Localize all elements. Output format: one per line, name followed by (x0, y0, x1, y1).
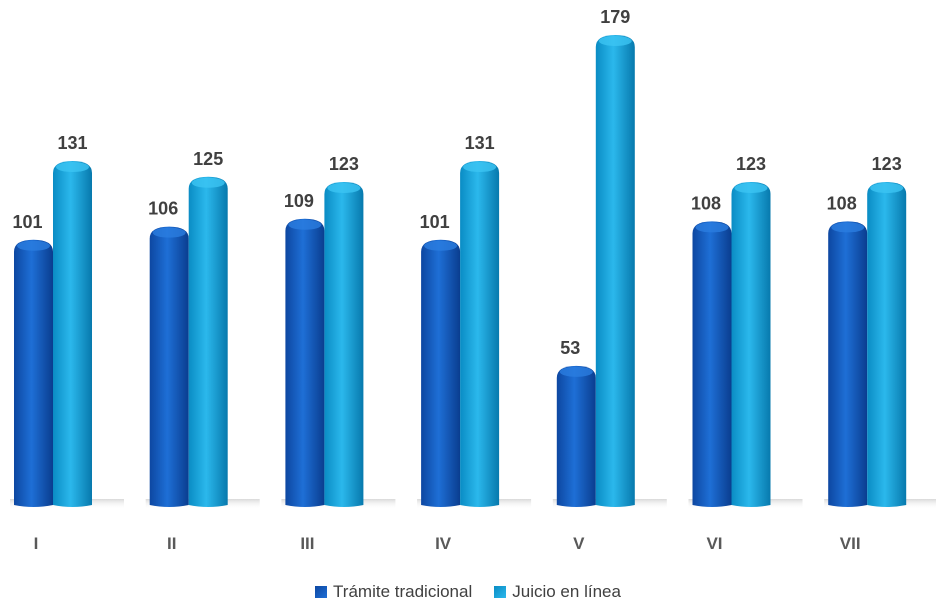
data-label-tramite-tradicional-VII: 108 (827, 193, 857, 213)
data-label-juicio-en-linea-V: 179 (600, 7, 630, 27)
data-label-juicio-en-linea-IV: 131 (465, 133, 495, 153)
data-label-tramite-tradicional-VI: 108 (691, 193, 721, 213)
bar-tramite-tradicional-I (14, 239, 53, 507)
bar-tramite-tradicional-IV (421, 239, 461, 507)
bar-juicio-en-linea-IV (460, 161, 500, 508)
x-tick-label-VII: VII (840, 534, 861, 553)
data-label-juicio-en-linea-III: 123 (329, 154, 359, 174)
data-label-juicio-en-linea-VII: 123 (872, 154, 902, 174)
bars (14, 35, 907, 508)
bar-juicio-en-linea-II (188, 176, 228, 507)
data-label-juicio-en-linea-II: 125 (193, 149, 223, 169)
bar-cap (463, 162, 497, 173)
legend: Trámite tradicional Juicio en línea (0, 582, 936, 602)
bar-tramite-tradicional-III (285, 218, 325, 507)
bar-cap (559, 366, 593, 377)
bar-cap (152, 227, 186, 238)
bar-cap (191, 177, 225, 188)
bar-juicio-en-linea-VI (731, 182, 771, 507)
bar-juicio-en-linea-III (324, 182, 364, 507)
bar-juicio-en-linea-VII (867, 182, 907, 507)
data-labels: 101 131 106 125 109 123 101 131 53 179 108 123 108 12… (12, 7, 901, 358)
bar-cap (598, 36, 632, 46)
legend-swatch-tramite-tradicional (315, 586, 328, 598)
x-axis-tick-labels: I II III IV V VI VII (34, 534, 861, 553)
legend-label-juicio-en-linea: Juicio en línea (512, 582, 621, 601)
bar-cap (424, 240, 458, 251)
bar-juicio-en-linea-I (53, 161, 92, 508)
legend-label-tramite-tradicional: Trámite tradicional (333, 582, 473, 601)
bar-cap (17, 240, 50, 251)
bar-tramite-tradicional-II (149, 226, 189, 508)
data-label-tramite-tradicional-III: 109 (284, 191, 314, 211)
legend-item-tramite-tradicional: Trámite tradicional (315, 582, 472, 602)
bar-cap (327, 183, 361, 194)
x-tick-label-V: V (573, 534, 585, 553)
data-label-tramite-tradicional-II: 106 (148, 199, 178, 219)
bar-cap (695, 222, 729, 233)
bar-cap (870, 183, 904, 194)
bar-juicio-en-linea-V (595, 35, 635, 507)
bar-cap (288, 219, 322, 230)
x-tick-label-III: III (300, 534, 314, 553)
data-label-juicio-en-linea-I: 131 (57, 133, 87, 153)
bar-cap (831, 222, 865, 233)
data-label-tramite-tradicional-I: 101 (12, 212, 42, 232)
bar-tramite-tradicional-VI (692, 221, 732, 508)
x-tick-label-I: I (34, 534, 39, 553)
bar-cap (734, 183, 768, 194)
x-tick-label-VI: VI (706, 534, 722, 553)
data-label-juicio-en-linea-VI: 123 (736, 154, 766, 174)
legend-item-juicio-en-linea: Juicio en línea (494, 582, 621, 602)
legend-swatch-juicio-en-linea (494, 586, 507, 598)
data-label-tramite-tradicional-IV: 101 (420, 212, 450, 232)
x-tick-label-IV: IV (435, 534, 452, 553)
bar-cap (56, 162, 89, 173)
bar-tramite-tradicional-V (556, 365, 596, 507)
x-tick-label-II: II (167, 534, 176, 553)
bar-tramite-tradicional-VII (828, 221, 868, 508)
data-label-tramite-tradicional-V: 53 (560, 338, 580, 358)
